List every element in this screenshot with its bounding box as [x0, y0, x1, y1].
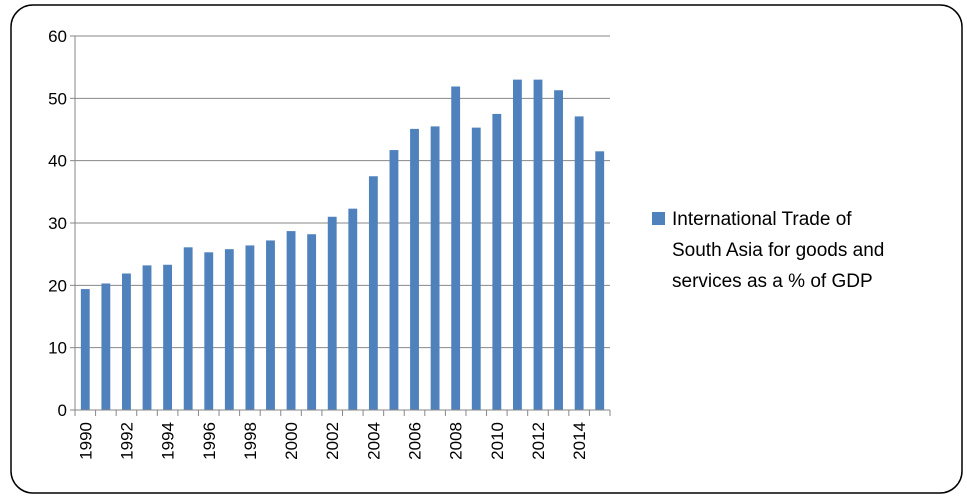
x-tick-label: 1990: [76, 422, 95, 460]
x-tick-label: 2002: [323, 422, 342, 460]
bar-1997: [224, 249, 234, 410]
bar-1991: [101, 283, 111, 410]
bars: [80, 79, 605, 411]
bar-2010: [492, 113, 502, 411]
y-tick-label: 40: [48, 152, 67, 171]
x-tick-label: 1996: [200, 422, 219, 460]
bar-1990: [80, 289, 90, 410]
bar-2003: [348, 208, 358, 410]
x-tick-label: 2014: [570, 422, 589, 460]
legend-label-line-1: International Trade of: [672, 209, 852, 230]
legend-swatch: [652, 212, 665, 225]
bar-2000: [286, 231, 296, 410]
x-tick-label: 2000: [282, 422, 301, 460]
bar-2015: [595, 151, 605, 410]
axes: [70, 35, 611, 416]
bar-1996: [204, 252, 214, 410]
bar-2012: [533, 79, 543, 410]
y-tick-label: 20: [48, 276, 67, 295]
x-tick-label: 2008: [447, 422, 466, 460]
bar-2001: [307, 234, 317, 410]
bar-2009: [471, 127, 481, 410]
bar-1998: [245, 245, 255, 410]
bar-2007: [430, 126, 440, 410]
legend-label-line-3: services as a % of GDP: [672, 271, 873, 292]
y-tick-label: 50: [48, 89, 67, 108]
x-tick-labels: 1990 1992 1994 1996 1998 2000 2002 2004 2006 2008…: [76, 422, 589, 460]
x-tick-label: 1994: [159, 422, 178, 460]
x-tick-label: 2006: [406, 422, 425, 460]
x-tick-label: 1998: [241, 422, 260, 460]
bar-2011: [512, 79, 522, 410]
bar-2004: [368, 176, 378, 410]
bar-2013: [554, 90, 563, 410]
bar-2002: [327, 216, 337, 410]
y-tick-label: 30: [48, 214, 67, 233]
legend: International Trade of South Asia for go…: [652, 209, 884, 292]
bar-2006: [410, 128, 419, 410]
x-tick-label: 2010: [488, 422, 507, 460]
x-tick-label: 2004: [364, 422, 383, 460]
y-tick-label: 10: [48, 339, 67, 358]
legend-label-line-2: South Asia for goods and: [672, 240, 884, 261]
bar-2014: [574, 116, 584, 410]
bar-1994: [163, 264, 173, 410]
bar-1995: [183, 247, 193, 410]
bar-1993: [142, 265, 152, 410]
bar-2008: [451, 86, 461, 411]
y-tick-label: 0: [58, 401, 67, 420]
bar-1999: [266, 240, 275, 410]
y-tick-label: 60: [48, 27, 67, 46]
x-tick-label: 2012: [529, 422, 548, 460]
bar-2005: [389, 150, 399, 410]
bar-1992: [122, 273, 131, 410]
y-tick-labels: 0 10 20 30 40 50 60: [48, 27, 67, 420]
x-tick-label: 1992: [117, 422, 136, 460]
